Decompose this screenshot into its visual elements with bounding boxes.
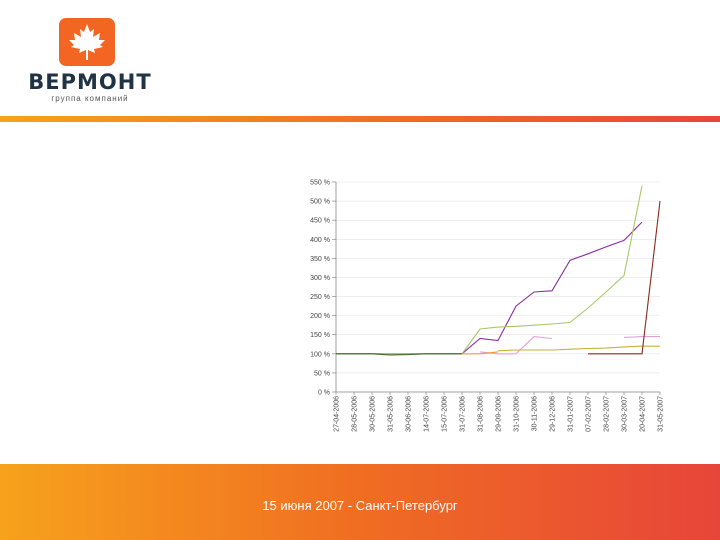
y-tick-label: 300 % — [310, 275, 330, 282]
x-tick-label: 31-05-2006 — [388, 396, 395, 432]
y-tick-label: 50 % — [314, 370, 330, 377]
x-tick-label: 30-05-2006 — [370, 396, 377, 432]
x-tick-label: 29-09-2006 — [496, 396, 503, 432]
x-tick-label: 27-04-2006 — [334, 396, 341, 432]
x-tick-label: 15-07-2006 — [442, 396, 449, 432]
x-tick-label: 31-07-2006 — [460, 396, 467, 432]
y-axis-ticks: 0 % 50 % 100 % 150 % 200 % 250 % 300 % 350 % 400… — [310, 180, 336, 397]
x-tick-label: 31-10-2006 — [514, 396, 521, 432]
footer-date-location: 15 июня 2007 - Санкт-Петербург — [262, 498, 458, 513]
y-tick-label: 0 % — [318, 390, 330, 397]
x-tick-label: 31-08-2006 — [478, 396, 485, 432]
x-tick-label: 31-05-2007 — [658, 396, 665, 432]
x-tick-label: 30-03-2007 — [622, 396, 629, 432]
footer-band: 15 июня 2007 - Санкт-Петербург — [0, 464, 720, 540]
brand-name: ВЕРМОНТ — [28, 70, 152, 94]
y-tick-label: 150 % — [310, 332, 330, 339]
y-tick-label: 250 % — [310, 294, 330, 301]
x-tick-label: 28-05-2006 — [352, 396, 359, 432]
x-tick-label: 30-06-2006 — [406, 396, 413, 432]
x-tick-label: 07-02-2007 — [586, 396, 593, 432]
series-line — [588, 201, 661, 355]
x-tick-label: 20-04-2007 — [640, 396, 647, 432]
header-divider — [0, 116, 720, 122]
chart-series — [336, 185, 661, 356]
line-chart: 0 % 50 % 100 % 150 % 200 % 250 % 300 % 350 % 400… — [310, 180, 665, 432]
series-line — [462, 351, 499, 355]
x-tick-label: 31-01-2007 — [568, 396, 575, 432]
x-tick-label: 28-02-2007 — [604, 396, 611, 432]
series-line — [336, 185, 643, 355]
brand-logo: ВЕРМОНТ группа компаний — [20, 18, 160, 106]
y-tick-label: 400 % — [310, 237, 330, 244]
series-line — [497, 345, 660, 352]
maple-leaf-icon — [59, 18, 115, 66]
y-tick-label: 550 % — [310, 180, 330, 187]
series-line — [479, 336, 660, 355]
y-tick-label: 450 % — [310, 218, 330, 225]
y-tick-label: 100 % — [310, 351, 330, 358]
brand-tagline: группа компаний — [51, 94, 129, 103]
series-line — [336, 353, 462, 356]
x-axis-ticks: 27-04-2006 28-05-2006 30-05-2006 31-05-2006… — [334, 392, 665, 432]
y-tick-label: 200 % — [310, 313, 330, 320]
x-tick-label: 14-07-2006 — [424, 396, 431, 432]
x-tick-label: 30-11-2006 — [532, 396, 539, 431]
y-tick-label: 350 % — [310, 256, 330, 263]
y-tick-label: 500 % — [310, 199, 330, 206]
x-tick-label: 29-12-2006 — [550, 396, 557, 432]
series-line — [336, 221, 643, 355]
